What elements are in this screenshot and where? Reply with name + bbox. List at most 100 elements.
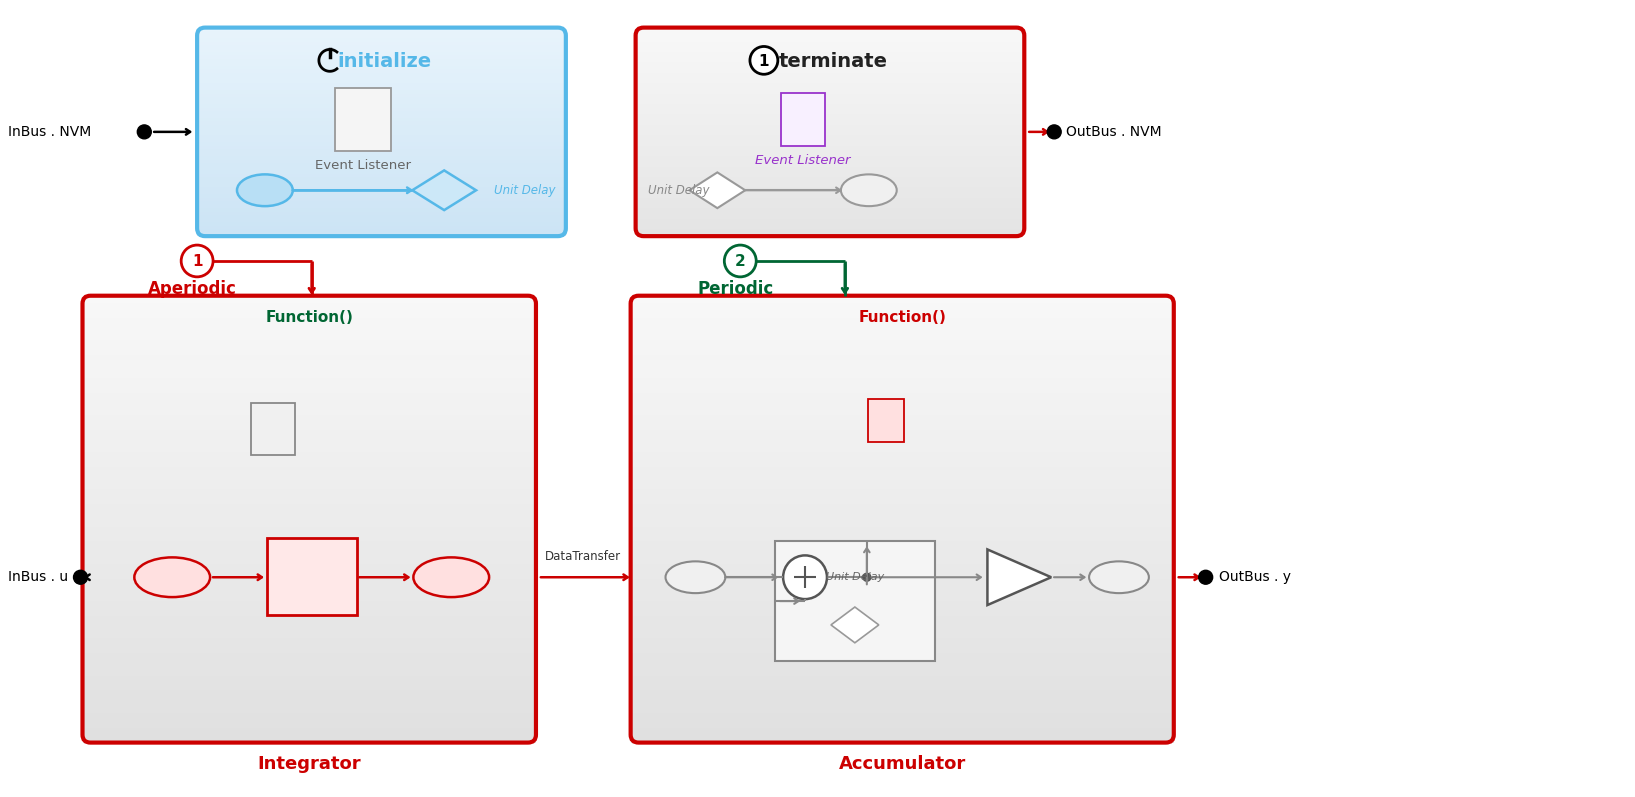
Bar xyxy=(198,218,566,222)
Bar xyxy=(198,125,566,128)
Bar xyxy=(82,646,536,654)
Bar xyxy=(631,445,1174,452)
Bar xyxy=(82,415,536,422)
Bar xyxy=(775,541,935,661)
Text: Event Listener: Event Listener xyxy=(755,154,850,167)
Bar xyxy=(82,363,536,370)
Bar xyxy=(636,226,1024,230)
Bar xyxy=(631,638,1174,646)
Bar xyxy=(636,62,1024,66)
Bar xyxy=(82,601,536,609)
Bar xyxy=(198,104,566,108)
Text: Accumulator: Accumulator xyxy=(839,756,966,773)
Bar xyxy=(631,355,1174,363)
Bar xyxy=(82,728,536,735)
Bar xyxy=(82,355,536,363)
Bar xyxy=(82,563,536,571)
Text: InBus . u: InBus . u xyxy=(8,570,69,584)
Bar xyxy=(198,73,566,77)
Bar xyxy=(636,97,1024,100)
Bar xyxy=(636,45,1024,49)
Bar xyxy=(636,135,1024,139)
Bar xyxy=(631,616,1174,623)
Bar xyxy=(267,537,356,615)
Bar xyxy=(631,728,1174,735)
Bar xyxy=(636,49,1024,52)
Bar xyxy=(631,474,1174,482)
Bar xyxy=(82,512,536,519)
Bar xyxy=(198,174,566,177)
Bar xyxy=(631,534,1174,541)
Text: OutBus . NVM: OutBus . NVM xyxy=(1066,125,1162,139)
Bar xyxy=(631,415,1174,422)
Bar xyxy=(636,59,1024,62)
Text: DataTransfer: DataTransfer xyxy=(544,551,621,563)
Text: initialize: initialize xyxy=(337,52,432,71)
Bar xyxy=(198,128,566,132)
Bar xyxy=(636,38,1024,41)
Bar xyxy=(198,208,566,212)
Bar xyxy=(198,139,566,143)
Bar xyxy=(636,108,1024,111)
Bar xyxy=(636,125,1024,128)
Bar xyxy=(636,187,1024,191)
Bar xyxy=(82,438,536,445)
Bar xyxy=(82,378,536,385)
Bar xyxy=(198,226,566,230)
Bar xyxy=(198,108,566,111)
Bar xyxy=(631,661,1174,668)
Text: terminate: terminate xyxy=(780,52,888,71)
Bar xyxy=(82,318,536,325)
Text: InBus . NVM: InBus . NVM xyxy=(8,125,92,139)
Bar xyxy=(82,460,536,467)
Bar xyxy=(82,340,536,347)
Bar xyxy=(82,482,536,489)
Bar xyxy=(631,296,1174,303)
Bar xyxy=(636,28,1024,31)
Bar xyxy=(198,111,566,115)
Bar xyxy=(82,720,536,728)
Bar xyxy=(198,66,566,69)
Bar xyxy=(636,159,1024,163)
Bar xyxy=(631,519,1174,527)
Bar xyxy=(82,497,536,505)
Bar xyxy=(636,139,1024,143)
Bar xyxy=(631,713,1174,720)
Bar xyxy=(631,430,1174,438)
Ellipse shape xyxy=(237,175,293,206)
Bar xyxy=(198,149,566,153)
Bar xyxy=(636,52,1024,56)
Bar xyxy=(631,683,1174,690)
Bar xyxy=(631,512,1174,519)
Bar xyxy=(631,460,1174,467)
Ellipse shape xyxy=(414,557,489,597)
Bar xyxy=(198,59,566,62)
Bar xyxy=(636,233,1024,236)
Bar xyxy=(631,527,1174,534)
Bar xyxy=(636,174,1024,177)
Ellipse shape xyxy=(134,557,209,597)
Bar xyxy=(198,100,566,104)
Bar xyxy=(636,115,1024,118)
Text: 2: 2 xyxy=(734,254,746,269)
Bar xyxy=(82,623,536,631)
Text: Unit Delay: Unit Delay xyxy=(647,184,710,197)
Bar xyxy=(198,31,566,34)
Bar xyxy=(198,41,566,45)
Polygon shape xyxy=(988,549,1051,605)
Bar xyxy=(631,438,1174,445)
Bar xyxy=(631,340,1174,347)
Circle shape xyxy=(724,245,757,277)
Text: Aperiodic: Aperiodic xyxy=(147,280,237,298)
Bar xyxy=(198,132,566,135)
Bar xyxy=(636,100,1024,104)
Bar xyxy=(631,333,1174,340)
Bar xyxy=(198,87,566,90)
Bar xyxy=(631,467,1174,474)
Bar xyxy=(82,654,536,661)
Bar xyxy=(82,393,536,400)
Bar xyxy=(82,683,536,690)
Text: 1: 1 xyxy=(759,54,768,69)
Bar xyxy=(636,205,1024,208)
Bar xyxy=(636,69,1024,73)
